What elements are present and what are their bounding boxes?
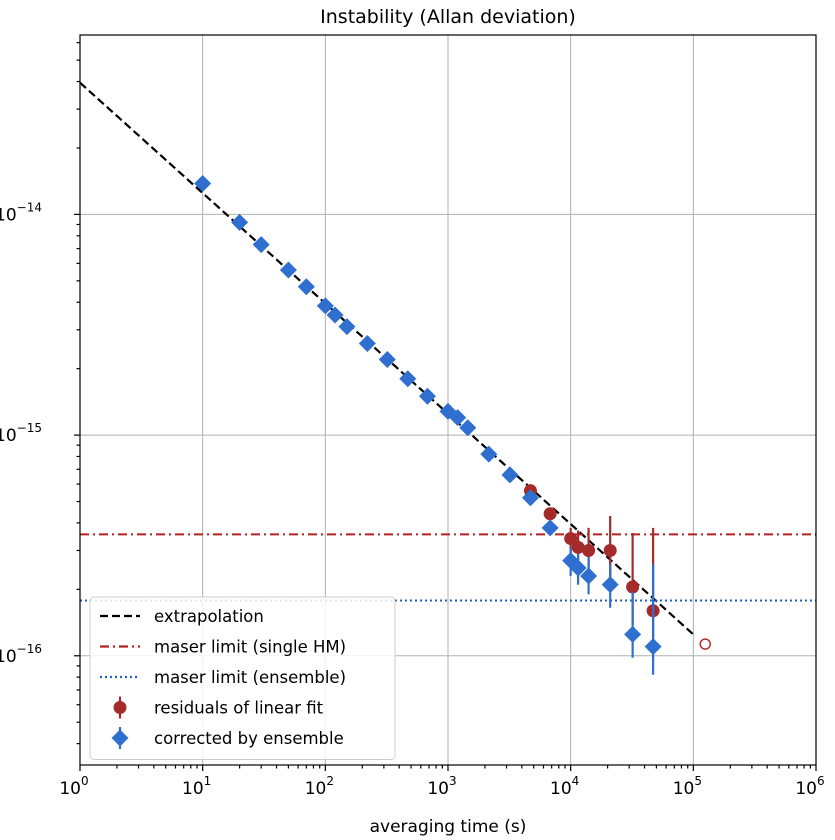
residual-point xyxy=(626,580,640,594)
legend-label: maser limit (ensemble) xyxy=(154,668,346,687)
x-tick-label: 101 xyxy=(182,774,211,799)
x-tick-exponent: 6 xyxy=(817,774,825,788)
x-tick-label: 106 xyxy=(795,774,824,799)
corrected-point xyxy=(378,351,396,369)
x-tick-exponent: 5 xyxy=(694,774,702,788)
corrected-point xyxy=(501,466,519,484)
chart-title: Instability (Allan deviation) xyxy=(320,6,576,28)
corrected-point xyxy=(326,306,344,324)
x-tick-base: 10 xyxy=(550,779,572,799)
corrected-point xyxy=(338,318,356,336)
corrected-point xyxy=(231,213,249,231)
x-tick-label: 103 xyxy=(427,774,456,799)
corrected-point xyxy=(418,387,436,405)
corrected-point xyxy=(358,335,376,353)
corrected-point xyxy=(459,419,477,437)
y-tick-exponent: −14 xyxy=(17,200,42,214)
x-axis-label: averaging time (s) xyxy=(370,817,527,837)
legend-label: residuals of linear fit xyxy=(154,699,324,718)
corrected-point xyxy=(194,175,212,193)
y-tick-exponent: −16 xyxy=(17,642,42,656)
y-tick-base: 10 xyxy=(0,205,17,225)
residual-point xyxy=(603,543,617,557)
x-tick-label: 105 xyxy=(673,774,702,799)
corrected-point xyxy=(449,409,467,427)
residual-point xyxy=(564,531,578,545)
corrected-point xyxy=(480,445,498,463)
corrected-point xyxy=(541,519,559,537)
legend-circle-swatch xyxy=(113,701,127,714)
corrected-point xyxy=(279,261,297,279)
residual-point xyxy=(571,540,585,554)
residual-point xyxy=(582,543,596,557)
x-tick-label: 102 xyxy=(305,774,334,799)
x-tick-base: 10 xyxy=(305,779,327,799)
data-points xyxy=(194,175,711,675)
corrected-point xyxy=(624,625,642,643)
corrected-point xyxy=(252,236,270,254)
legend-box xyxy=(89,596,396,760)
legend-label: corrected by ensemble xyxy=(154,729,344,748)
x-tick-base: 10 xyxy=(427,779,449,799)
y-tick-label: 10−14 xyxy=(0,200,42,225)
x-tick-base: 10 xyxy=(673,779,695,799)
legend: extrapolation maser limit (single HM) mase… xyxy=(89,596,396,760)
corrected-point xyxy=(521,489,539,507)
extrapolated-point xyxy=(699,638,711,650)
corrected-point xyxy=(580,567,598,585)
x-tick-exponent: 1 xyxy=(204,774,212,788)
x-tick-base: 10 xyxy=(795,779,817,799)
x-tick-label: 104 xyxy=(550,774,579,799)
y-tick-base: 10 xyxy=(0,647,17,667)
x-tick-label: 100 xyxy=(59,774,88,799)
x-tick-exponent: 0 xyxy=(81,774,89,788)
corrected-point xyxy=(569,559,587,577)
corrected-point xyxy=(297,278,315,296)
y-tick-label: 10−16 xyxy=(0,642,42,667)
x-tick-base: 10 xyxy=(59,779,81,799)
legend-label: extrapolation xyxy=(154,607,264,626)
corrected-point xyxy=(601,576,619,594)
x-tick-base: 10 xyxy=(182,779,204,799)
corrected-point xyxy=(644,638,662,656)
corrected-point xyxy=(399,370,417,388)
legend-label: maser limit (single HM) xyxy=(154,638,346,657)
y-tick-label: 10−15 xyxy=(0,421,42,446)
x-tick-exponent: 2 xyxy=(326,774,334,788)
residual-point xyxy=(543,507,557,521)
y-tick-exponent: −15 xyxy=(17,421,42,435)
x-tick-exponent: 3 xyxy=(449,774,457,788)
y-tick-base: 10 xyxy=(0,426,17,446)
legend-diamond-swatch xyxy=(111,729,129,747)
x-tick-exponent: 4 xyxy=(572,774,580,788)
corrected-point xyxy=(316,297,334,315)
